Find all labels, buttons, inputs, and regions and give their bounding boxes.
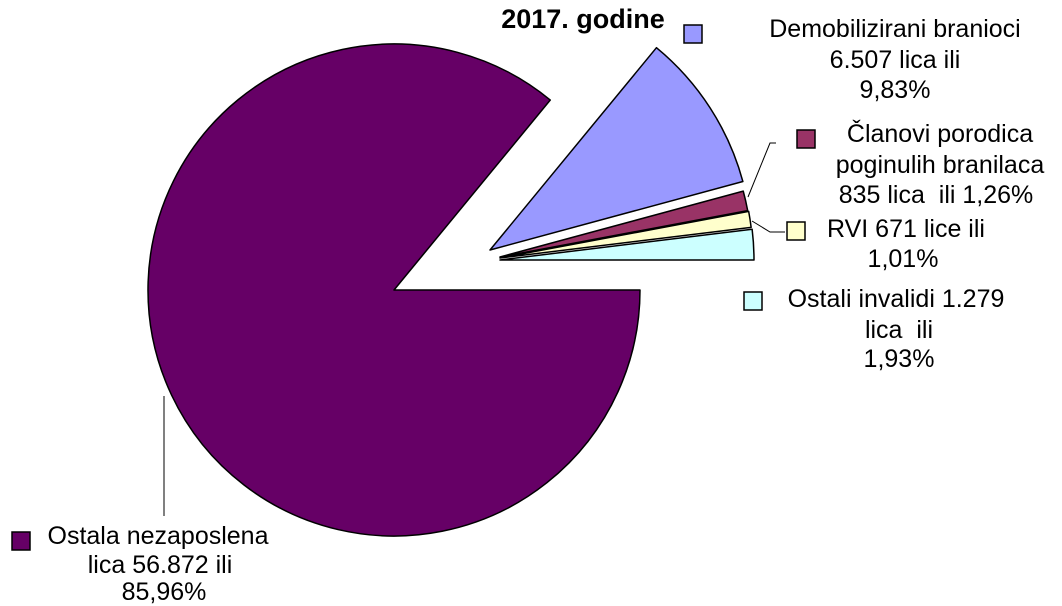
legend-key-rvi: [786, 221, 806, 241]
data-label-ostala-nezaposlena-line-1: Ostala nezaposlena: [48, 522, 269, 550]
data-label-rvi-line-1: RVI 671 lice ili: [827, 215, 985, 243]
legend-key-ostala-nezaposlena: [11, 531, 31, 551]
data-label-ostala-nezaposlena-line-3: 85,96%: [122, 578, 207, 606]
leader-line-rvi: [751, 220, 785, 233]
pie-slice-ostala-nezaposlena-lica: [147, 43, 641, 537]
pie-slice-demobilizirani-branioci: [489, 46, 744, 251]
data-label-ostali-invalidi-line-1: Ostali invalidi 1.279: [788, 285, 1005, 313]
data-label-demobilizirani-line-1: Demobilizirani branioci: [769, 15, 1021, 43]
data-label-clanovi-line-3: 835 lica ili 1,26%: [839, 181, 1034, 209]
pie-slice-ostali-invalidi: [499, 228, 755, 261]
pie-slice-clanovi-porodica-poginulih-branilaca: [499, 190, 749, 258]
data-label-demobilizirani-line-3: 9,83%: [860, 76, 931, 104]
pie-slice-rvi: [499, 210, 752, 259]
data-label-demobilizirani-line-2: 6.507 lica ili: [830, 46, 961, 74]
legend-key-ostali-invalidi: [743, 291, 763, 311]
data-label-clanovi-line-2: poginulih branilaca: [836, 151, 1045, 179]
legend-key-clanovi-porodica: [796, 129, 816, 149]
data-label-ostali-invalidi-line-3: 1,93%: [864, 345, 935, 373]
data-label-clanovi-line-1: Članovi porodica: [847, 119, 1033, 148]
data-label-ostali-invalidi-line-2: lica ili: [865, 316, 933, 344]
data-label-rvi-line-2: 1,01%: [868, 245, 939, 273]
legend-key-demobilizirani-branioci: [683, 24, 703, 44]
chart-title: 2017. godine: [501, 4, 665, 34]
leader-line-clanovi-porodica: [747, 142, 776, 198]
data-label-ostala-nezaposlena-line-2: lica 56.872 ili: [88, 551, 233, 579]
